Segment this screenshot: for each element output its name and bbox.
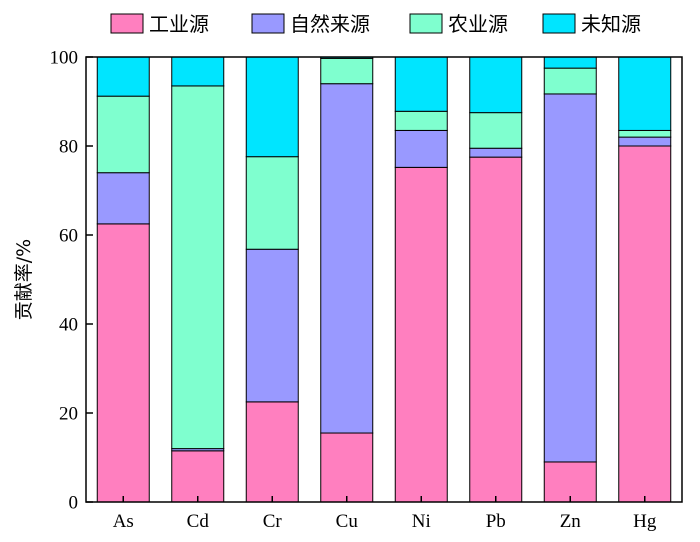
bar-segment-cu-series-0 <box>320 432 374 503</box>
bar-segment-zn-series-3 <box>543 56 597 69</box>
y-axis-title: 贡献率/% <box>13 239 35 320</box>
legend: 工业源 自然来源 农业源 未知源 <box>110 12 641 36</box>
bar-segment-pb-series-3 <box>469 56 523 114</box>
bar-segment-cr-series-2 <box>245 156 299 250</box>
legend-label-2: 农业源 <box>448 12 508 36</box>
bar-segment-pb-series-1 <box>469 147 523 158</box>
bar-segment-hg-series-3 <box>618 56 672 131</box>
bar-segment-as-series-3 <box>96 56 150 97</box>
bar-segment-zn-series-0 <box>543 461 597 503</box>
y-tick-label: 100 <box>50 48 79 69</box>
legend-swatch-2 <box>409 13 443 34</box>
bar-segment-pb-series-2 <box>469 112 523 149</box>
bar-segment-as-series-0 <box>96 223 150 503</box>
bar-segment-as-series-2 <box>96 95 150 174</box>
y-tick-label: 80 <box>59 137 78 158</box>
y-tick-label: 20 <box>59 404 78 425</box>
y-tick-label: 60 <box>59 226 78 247</box>
bar-segment-ni-series-1 <box>394 129 448 168</box>
bar-segment-ni-series-2 <box>394 110 448 131</box>
x-tick-label-cu: Cu <box>336 511 359 532</box>
x-tick-label-cd: Cd <box>187 511 210 532</box>
plot-frame <box>85 56 683 503</box>
bar-segment-zn-series-2 <box>543 67 597 95</box>
bar-segment-hg-series-2 <box>618 129 672 138</box>
bar-segment-cd-series-3 <box>171 56 225 87</box>
x-tick-label-hg: Hg <box>633 511 657 532</box>
y-tick-label: 40 <box>59 315 78 336</box>
x-tick-label-as: As <box>113 511 134 532</box>
legend-swatch-3 <box>542 13 576 34</box>
legend-label-1: 自然来源 <box>290 12 370 36</box>
bar-segment-cr-series-1 <box>245 248 299 403</box>
bar-segment-cr-series-3 <box>245 56 299 158</box>
x-tick-label-zn: Zn <box>560 511 582 532</box>
y-axis: 0 20 40 60 80 100 <box>50 48 93 514</box>
bar-segment-as-series-1 <box>96 172 150 225</box>
bar-segment-cd-series-2 <box>171 85 225 450</box>
bars <box>96 56 672 503</box>
bar-segment-hg-series-0 <box>618 145 672 503</box>
x-axis: As Cd Cr Cu Ni Pb Zn Hg <box>113 496 657 532</box>
x-tick-label-ni: Ni <box>412 511 431 532</box>
bar-segment-ni-series-3 <box>394 56 448 112</box>
x-tick-label-cr: Cr <box>263 511 283 532</box>
x-tick-label-pb: Pb <box>486 511 506 532</box>
bar-segment-cd-series-0 <box>171 450 225 503</box>
bar-segment-cr-series-0 <box>245 401 299 503</box>
legend-label-3: 未知源 <box>581 12 641 36</box>
bar-segment-cu-series-2 <box>320 57 374 85</box>
legend-swatch-0 <box>110 13 144 34</box>
bar-segment-pb-series-0 <box>469 156 523 503</box>
bar-segment-zn-series-1 <box>543 93 597 463</box>
y-tick-label: 0 <box>69 493 79 514</box>
bar-segment-hg-series-1 <box>618 136 672 147</box>
bar-segment-ni-series-0 <box>394 166 448 503</box>
legend-label-0: 工业源 <box>149 12 209 36</box>
bar-segment-cu-series-1 <box>320 83 374 434</box>
legend-swatch-1 <box>251 13 285 34</box>
